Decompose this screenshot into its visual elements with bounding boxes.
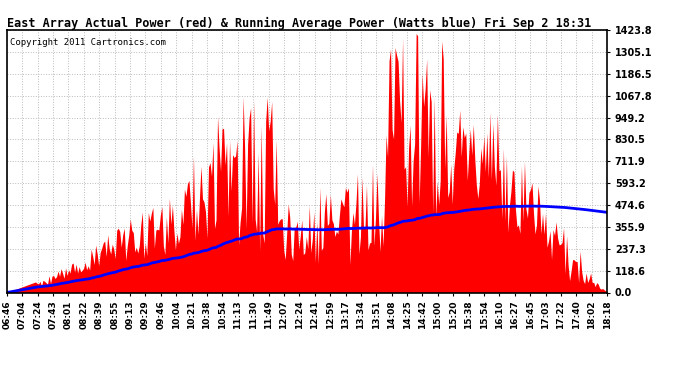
Text: Copyright 2011 Cartronics.com: Copyright 2011 Cartronics.com	[10, 38, 166, 47]
Text: East Array Actual Power (red) & Running Average Power (Watts blue) Fri Sep 2 18:: East Array Actual Power (red) & Running …	[7, 17, 591, 30]
